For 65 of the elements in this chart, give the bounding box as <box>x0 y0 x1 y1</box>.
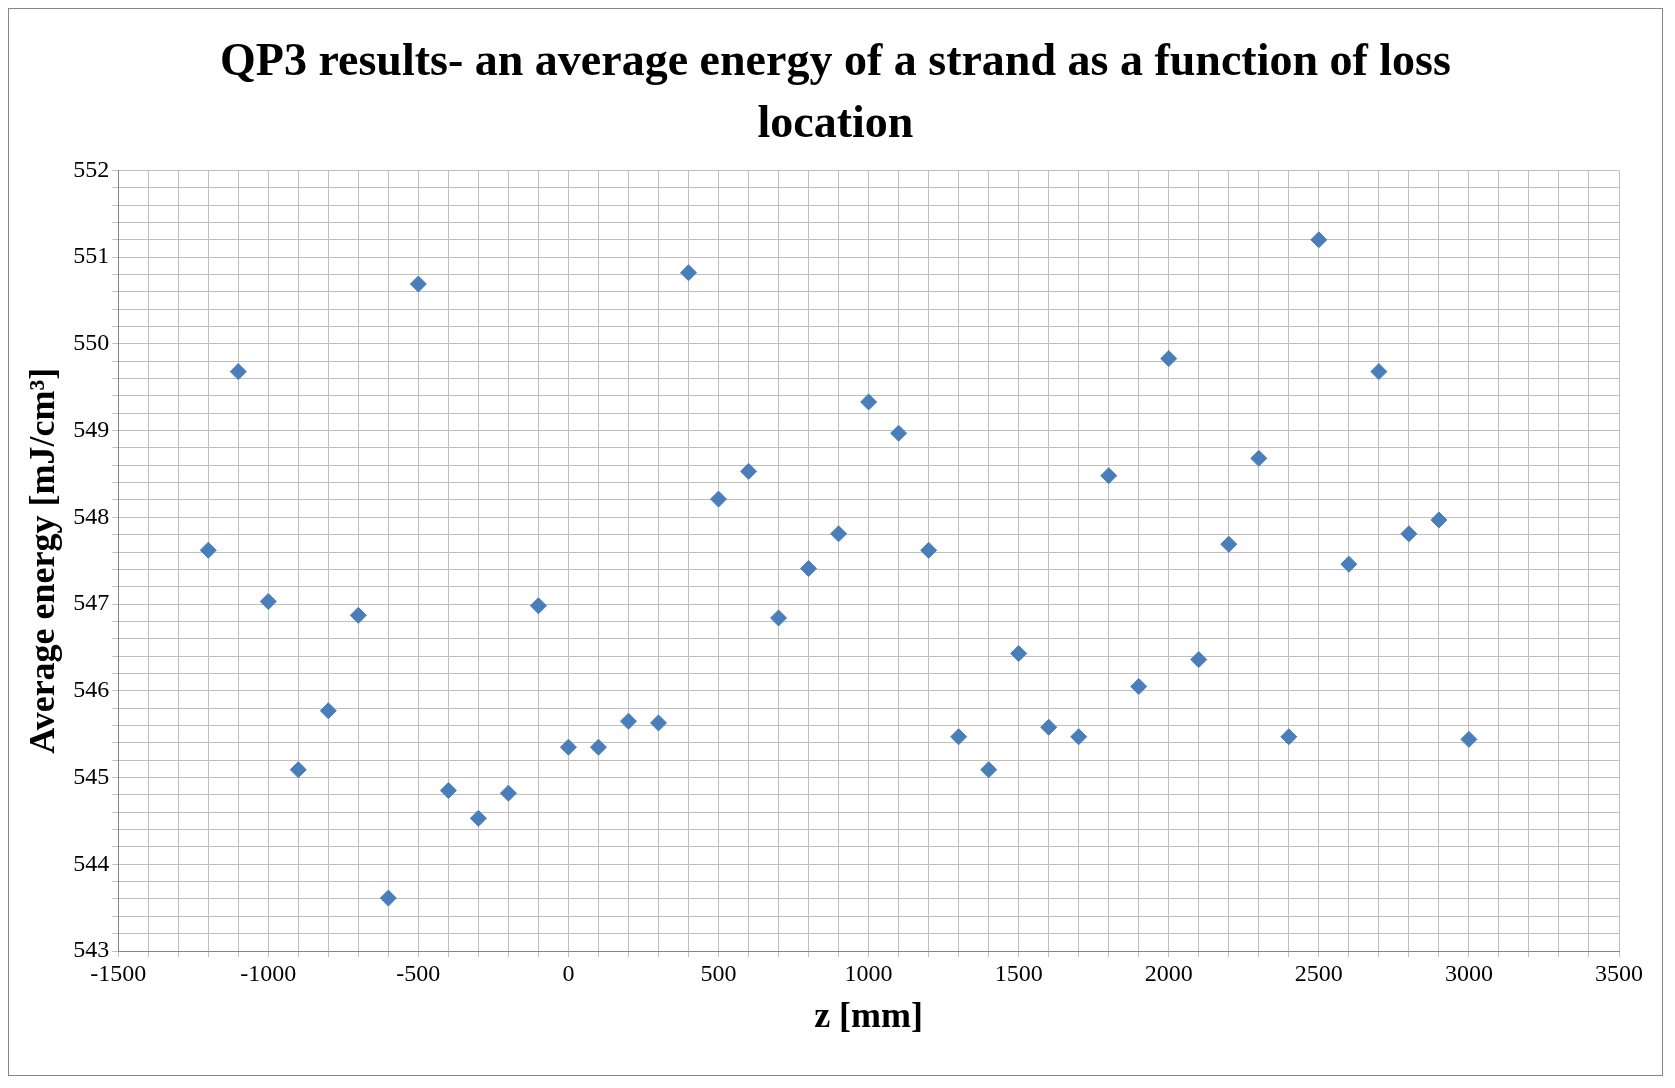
x-tick-label: -500 <box>396 959 441 986</box>
y-tick-label: 550 <box>73 329 110 356</box>
x-tick-label: -1000 <box>240 959 297 986</box>
point <box>1370 363 1388 381</box>
y-tick-label: 552 <box>73 155 110 182</box>
x-tick-label: 3500 <box>1595 959 1643 986</box>
point <box>920 541 938 559</box>
point <box>1010 645 1028 663</box>
point <box>1220 535 1238 553</box>
point <box>1100 467 1118 485</box>
point <box>1040 718 1058 736</box>
point <box>710 490 728 508</box>
point <box>1130 677 1148 695</box>
point <box>619 712 637 730</box>
point <box>1400 525 1418 543</box>
y-tick-label: 544 <box>73 849 110 876</box>
y-tick-label: 548 <box>73 502 110 529</box>
point <box>379 889 397 907</box>
point <box>199 541 217 559</box>
point <box>1250 449 1268 467</box>
y-tick-label: 551 <box>73 242 110 269</box>
point <box>1280 728 1298 746</box>
point <box>439 782 457 800</box>
point <box>1460 730 1478 748</box>
point <box>1190 651 1208 669</box>
point <box>1070 728 1088 746</box>
point <box>469 809 487 827</box>
point <box>680 264 697 282</box>
x-tick-label: 1500 <box>994 959 1043 986</box>
point <box>499 784 517 802</box>
point <box>860 393 878 411</box>
x-tick-label: 3000 <box>1444 959 1493 986</box>
y-axis-title: Average energy [mJ/cm³] <box>21 367 62 754</box>
y-tick-label: 546 <box>73 676 110 703</box>
x-tick-label: 0 <box>562 959 575 986</box>
x-tick-label: 2500 <box>1294 959 1343 986</box>
point <box>409 275 427 293</box>
x-tick-label: 500 <box>700 959 737 986</box>
point <box>349 606 367 624</box>
point <box>1430 511 1448 529</box>
point <box>589 738 607 756</box>
point <box>529 597 547 615</box>
x-axis-title: z [mm] <box>814 994 924 1035</box>
point <box>1310 231 1328 249</box>
point <box>740 462 758 480</box>
point <box>1160 350 1178 368</box>
x-tick-label: 1000 <box>844 959 893 986</box>
y-tick-label: 545 <box>73 762 110 789</box>
point <box>770 609 788 627</box>
point <box>950 728 968 746</box>
point <box>289 761 307 779</box>
point <box>830 525 848 543</box>
point <box>319 702 337 720</box>
x-tick-label: 2000 <box>1144 959 1193 986</box>
point <box>800 560 818 578</box>
point <box>890 424 908 442</box>
point <box>649 714 667 732</box>
point <box>259 592 277 610</box>
y-tick-label: 547 <box>73 589 110 616</box>
point <box>1340 555 1358 573</box>
y-tick-label: 549 <box>73 415 110 442</box>
point <box>229 363 247 381</box>
point <box>980 761 998 779</box>
point <box>559 738 577 756</box>
chart-title: QP3 results- an average energy of a strand as a function of loss location <box>219 33 1452 149</box>
